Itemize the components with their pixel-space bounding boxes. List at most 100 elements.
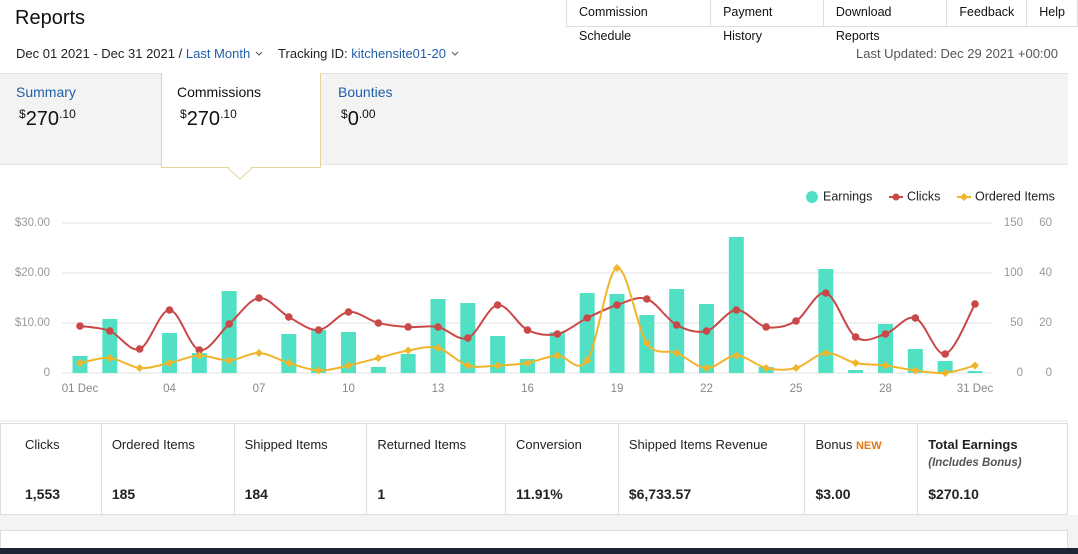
point <box>135 364 144 372</box>
chevron <box>255 51 263 56</box>
stat: Total Earnings (Includes Bonus) $270.10 <box>917 424 1067 514</box>
lower-band <box>0 515 1078 554</box>
bar <box>937 361 953 373</box>
chevron <box>451 51 458 56</box>
stat-value: 185 <box>111 486 136 502</box>
point <box>642 339 651 347</box>
point <box>971 361 979 370</box>
point <box>702 364 711 372</box>
point <box>464 334 472 342</box>
point <box>523 359 532 367</box>
point <box>613 301 621 309</box>
amount-cents: .10 <box>59 107 76 121</box>
point <box>613 264 621 272</box>
point <box>434 344 442 352</box>
point <box>106 327 114 335</box>
stat-value: 1 <box>377 486 386 502</box>
point <box>672 321 681 329</box>
point <box>851 359 860 367</box>
stat-label: Returned Items <box>377 437 467 452</box>
nav-link[interactable]: Commission Schedule <box>579 5 648 43</box>
point <box>284 359 293 367</box>
amount-whole: 270 <box>186 108 221 130</box>
y-tick-label: 0 <box>44 367 50 379</box>
point <box>314 366 323 375</box>
x-tick-label: 22 <box>700 383 713 395</box>
point <box>881 361 890 370</box>
top-nav: Commission Schedule Payment History Down… <box>566 0 1078 43</box>
bar <box>430 299 446 373</box>
point <box>255 294 263 302</box>
point <box>314 326 323 334</box>
legend-swatch <box>960 193 968 201</box>
legend-swatch <box>892 193 900 201</box>
bar <box>191 353 207 373</box>
point <box>792 364 800 372</box>
point <box>911 314 920 322</box>
point <box>434 323 442 331</box>
page-title: Reports <box>15 7 86 29</box>
bar <box>490 336 506 373</box>
line <box>79 267 976 375</box>
tab-amount: $270.10 <box>19 107 76 131</box>
currency: $ <box>341 107 348 121</box>
x-tick-label: 13 <box>432 383 445 395</box>
stat-label: Shipped Items Revenue <box>628 437 768 452</box>
point <box>404 323 412 331</box>
nav-link[interactable]: Help <box>1026 0 1077 26</box>
stat-value: 11.91% <box>516 486 563 502</box>
point <box>971 300 979 308</box>
tracking-label: Tracking ID: <box>278 46 348 61</box>
nav-link[interactable]: Payment History <box>710 0 823 43</box>
y-tick-label: $10.00 <box>15 317 50 329</box>
point <box>225 320 233 328</box>
point <box>165 359 174 367</box>
tab-label: Summary <box>16 84 76 100</box>
nav-link[interactable]: Download Reports <box>822 0 946 43</box>
bar <box>669 289 685 373</box>
bar <box>102 319 118 373</box>
separator: / <box>178 46 183 61</box>
period-select[interactable]: Last Month <box>185 46 251 61</box>
stat-label: Shipped Items <box>244 437 328 452</box>
stat-note: (Includes Bonus) <box>928 457 1022 469</box>
x-tick-label: 10 <box>342 383 355 395</box>
point <box>463 361 472 370</box>
bar <box>370 367 386 373</box>
point <box>553 330 562 338</box>
amount-cents: .00 <box>358 107 376 121</box>
active-tab-box <box>161 73 321 168</box>
point <box>344 361 353 370</box>
point <box>76 322 84 330</box>
y-tick-label: 50 <box>1010 317 1023 329</box>
tab[interactable]: Commissions $270.10 <box>177 84 261 131</box>
legend-swatch <box>806 191 818 203</box>
nav-link[interactable]: Feedback <box>946 0 1026 26</box>
point <box>493 301 502 309</box>
point <box>672 349 681 357</box>
point <box>374 354 383 362</box>
stat: Clicks 1,553 <box>1 424 101 514</box>
x-tick-label: 19 <box>611 383 624 395</box>
tab[interactable]: Summary $270.10 <box>16 84 76 131</box>
y-tick-label: 40 <box>1039 267 1052 279</box>
tracking-select[interactable]: kitchensite01-20 <box>351 46 446 61</box>
amount-whole: 0 <box>347 108 359 130</box>
point <box>762 364 771 372</box>
tab[interactable]: Bounties $0.00 <box>338 84 392 131</box>
stat-label: Total Earnings <box>928 437 1018 452</box>
stat-label: Bonus NEW <box>815 437 881 452</box>
bar <box>967 371 983 373</box>
last-updated: Last Updated: Dec 29 2021 +00:00 <box>855 46 1058 61</box>
filters: Dec 01 2021 - Dec 31 2021 / Last Month T… <box>16 46 460 61</box>
y-tick-label: 150 <box>1004 217 1023 229</box>
point <box>195 346 204 354</box>
point <box>285 313 293 321</box>
legend-label: Clicks <box>907 189 940 203</box>
point <box>404 346 413 355</box>
new-badge: NEW <box>855 440 882 452</box>
point <box>344 308 353 316</box>
tab-label: Bounties <box>338 84 393 100</box>
bar <box>609 294 625 373</box>
